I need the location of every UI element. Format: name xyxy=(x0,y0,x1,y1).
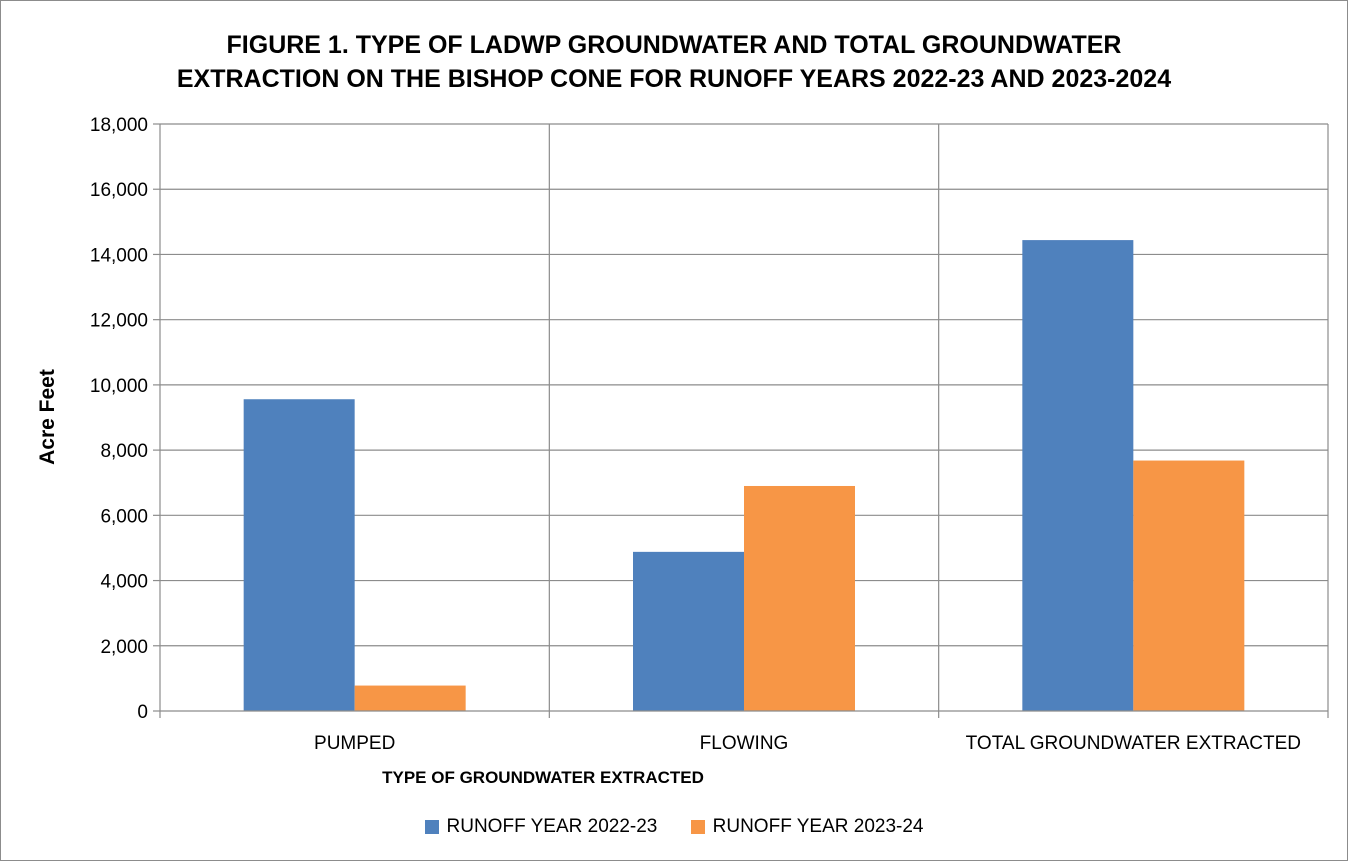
legend: RUNOFF YEAR 2022-23 RUNOFF YEAR 2023-24 xyxy=(0,816,1348,840)
y-tick-label: 16,000 xyxy=(90,180,148,201)
x-tick-label: FLOWING xyxy=(700,733,789,754)
legend-swatch-series-1 xyxy=(424,820,439,834)
legend-swatch-series-2 xyxy=(690,820,705,834)
y-tick-label: 6,000 xyxy=(100,506,148,527)
y-tick-label: 12,000 xyxy=(90,311,148,332)
y-tick-label: 0 xyxy=(137,702,148,723)
chart-title: FIGURE 1. TYPE OF LADWP GROUNDWATER AND … xyxy=(0,28,1348,96)
y-axis-label: Acre Feet xyxy=(36,369,59,465)
y-tick-label: 14,000 xyxy=(90,245,148,266)
bars xyxy=(243,240,1245,711)
legend-item-series-2: RUNOFF YEAR 2023-24 xyxy=(690,816,924,838)
legend-label-series-1: RUNOFF YEAR 2022-23 xyxy=(446,816,658,837)
x-tick-label: PUMPED xyxy=(314,733,395,754)
y-tick-label: 4,000 xyxy=(100,572,148,593)
y-tick-label: 8,000 xyxy=(100,441,148,462)
bar-series-2-flowing xyxy=(744,485,855,711)
legend-label-series-2: RUNOFF YEAR 2023-24 xyxy=(712,816,924,837)
axes: 0 2,000 4,000 6,000 8,000 10,000 12,000 14,000 1… xyxy=(90,115,1329,754)
chart-title-line-2: EXTRACTION ON THE BISHOP CONE FOR RUNOFF… xyxy=(176,65,1172,93)
x-axis-label: TYPE OF GROUNDWATER EXTRACTED xyxy=(382,768,704,787)
bar-series-2-pumped xyxy=(354,685,466,711)
bar-series-1-flowing xyxy=(633,551,744,711)
bar-series-2-total-groundwater-extracted xyxy=(1133,460,1245,711)
y-tick-label: 10,000 xyxy=(90,376,148,397)
y-tick-label: 2,000 xyxy=(100,637,148,658)
bar-series-1-pumped xyxy=(243,399,355,711)
x-tick-label: TOTAL GROUNDWATER EXTRACTED xyxy=(966,733,1301,754)
y-tick-label: 18,000 xyxy=(90,115,148,136)
bar-series-1-total-groundwater-extracted xyxy=(1022,240,1134,711)
legend-item-series-1: RUNOFF YEAR 2022-23 xyxy=(424,816,658,838)
chart-title-line-1: FIGURE 1. TYPE OF LADWP GROUNDWATER AND … xyxy=(226,31,1122,59)
